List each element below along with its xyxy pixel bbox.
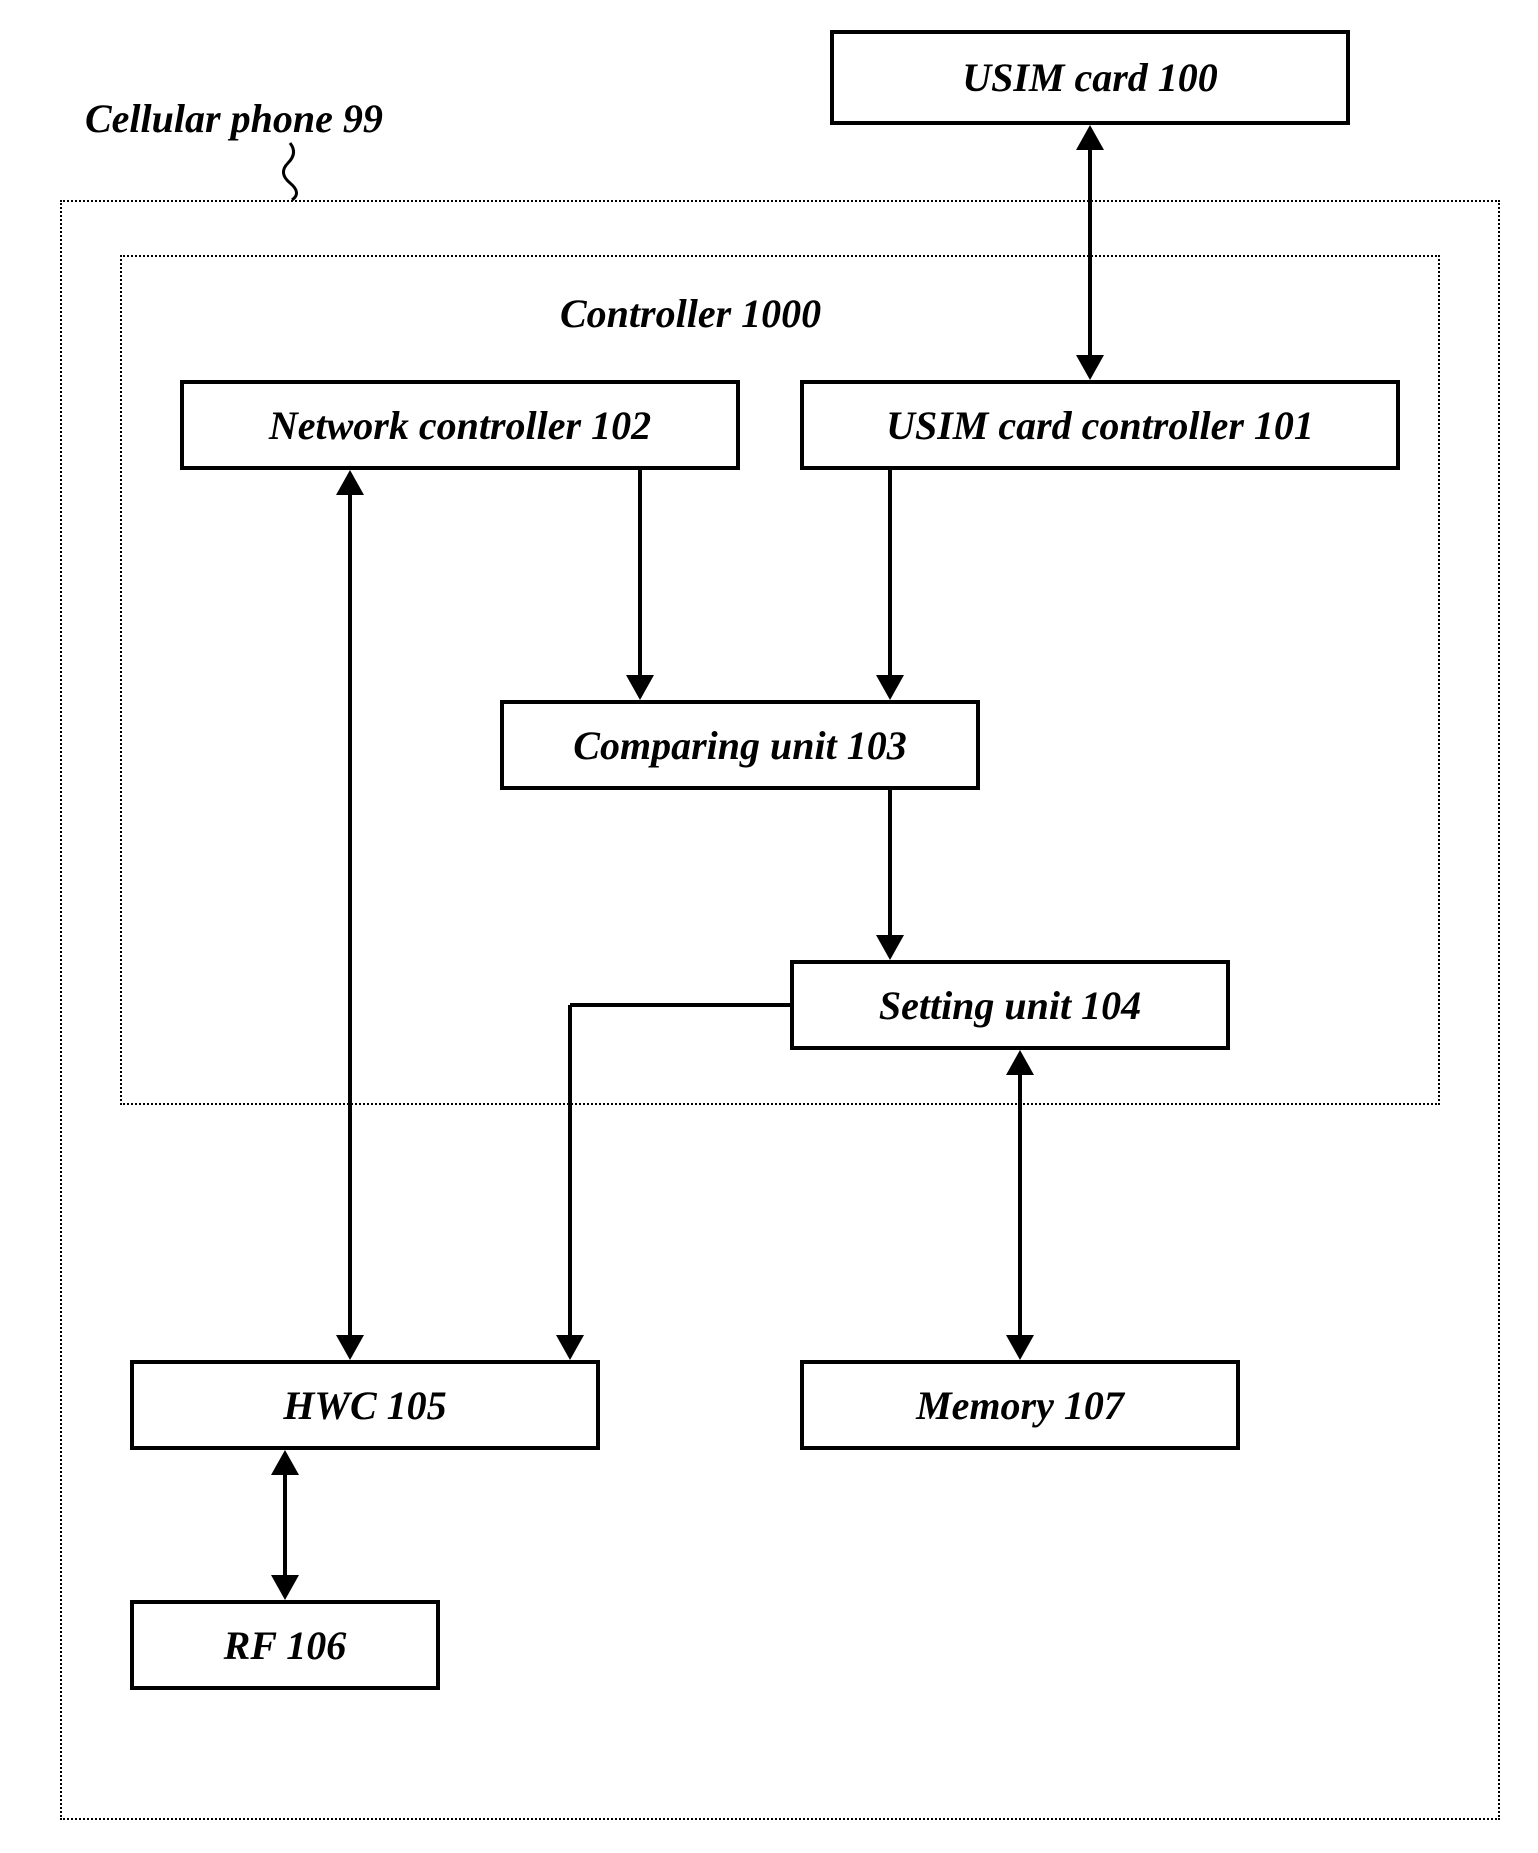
hwc-label: HWC 105 [283,1382,446,1429]
usim-card-label: USIM card 100 [962,54,1218,101]
cellular-phone-label: Cellular phone 99 [85,95,383,142]
network-controller-node: Network controller 102 [180,380,740,470]
diagram-canvas: Cellular phone 99 Controller 1000 USIM c… [0,0,1538,1853]
setting-unit-label: Setting unit 104 [879,982,1141,1029]
comparing-unit-node: Comparing unit 103 [500,700,980,790]
network-controller-label: Network controller 102 [269,402,651,449]
controller-label: Controller 1000 [560,290,821,337]
rf-node: RF 106 [130,1600,440,1690]
usim-controller-node: USIM card controller 101 [800,380,1400,470]
hwc-node: HWC 105 [130,1360,600,1450]
comparing-unit-label: Comparing unit 103 [573,722,906,769]
rf-label: RF 106 [224,1622,347,1669]
usim-card-node: USIM card 100 [830,30,1350,125]
usim-controller-label: USIM card controller 101 [886,402,1314,449]
memory-label: Memory 107 [916,1382,1124,1429]
memory-node: Memory 107 [800,1360,1240,1450]
setting-unit-node: Setting unit 104 [790,960,1230,1050]
